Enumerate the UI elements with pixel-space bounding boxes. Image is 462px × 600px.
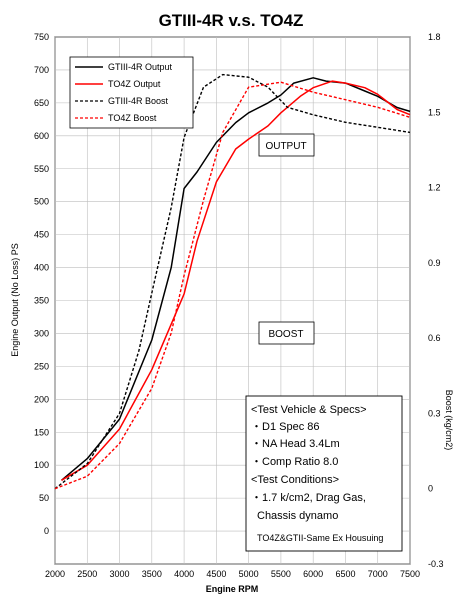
x-tick-label: 5000 (239, 569, 259, 579)
spec-line-2: ・NA Head 3.4Lm (251, 438, 340, 450)
legend-box (69, 56, 194, 129)
series-line-2 (54, 73, 411, 490)
y-right-tick-label: 1.2 (428, 183, 441, 193)
spec-line-3: ・Comp Ratio 8.0 (251, 456, 338, 468)
spec-line-4: <Test Conditions> (251, 474, 339, 486)
x-tick-label: 7000 (368, 569, 388, 579)
x-tick-label: 2500 (77, 569, 97, 579)
x-axis-ticks: 2000 2500 3000 3500 4000 4500 5000 5500 6000 6500… (45, 569, 420, 579)
x-tick-label: 4500 (206, 569, 226, 579)
y-tick-label: 50 (39, 493, 49, 503)
y-axis-ticks: 0 50 100 150 200 250 300 350 400 450 500 550 600 650 7… (34, 32, 49, 536)
boost-annotation-label: BOOST (268, 329, 303, 340)
x-tick-label: 2000 (45, 569, 65, 579)
spec-line-1: ・D1 Spec 86 (251, 421, 319, 433)
y-right-tick-label: 1.5 (428, 107, 441, 117)
spec-line-0: <Test Vehicle & Specs> (251, 404, 367, 416)
series-line-1 (61, 80, 411, 481)
y-axis-label: Engine Output (No Loss) PS (10, 243, 20, 357)
y-tick-label: 750 (34, 32, 49, 42)
legend-label-3: TO4Z Boost (108, 113, 157, 123)
output-annotation-label: OUTPUT (265, 141, 306, 152)
y-tick-label: 400 (34, 263, 49, 273)
y-right-tick-label: 0 (428, 484, 433, 494)
y-tick-label: 450 (34, 230, 49, 240)
x-tick-label: 6500 (335, 569, 355, 579)
y-right-axis-label: Boost (kg/cm2) (444, 390, 454, 451)
legend-label-1: TO4Z Output (108, 79, 161, 89)
chart-title: GTIII-4R v.s. TO4Z (159, 11, 304, 30)
x-axis-label: Engine RPM (206, 584, 259, 594)
spec-box: <Test Vehicle & Specs> ・D1 Spec 86 ・NA H… (245, 395, 403, 552)
legend-label-0: GTIII-4R Output (108, 62, 173, 72)
y-tick-label: 0 (44, 526, 49, 536)
y-tick-label: 300 (34, 328, 49, 338)
legend: GTIII-4R Output TO4Z Output GTIII-4R Boo… (69, 56, 194, 129)
y-tick-label: 350 (34, 296, 49, 306)
y-tick-label: 200 (34, 394, 49, 404)
spec-line-5: ・1.7 k/cm2, Drag Gas, (251, 492, 366, 504)
x-tick-label: 3500 (142, 569, 162, 579)
y-tick-label: 100 (34, 460, 49, 470)
y-tick-label: 250 (34, 361, 49, 371)
y-tick-label: 150 (34, 427, 49, 437)
series-lines (54, 73, 411, 490)
series-line-0 (61, 77, 411, 481)
x-tick-label: 3000 (110, 569, 130, 579)
y-right-tick-label: 0.9 (428, 258, 441, 268)
y-right-tick-label: 0.3 (428, 408, 441, 418)
y-right-axis-ticks: 1.8 1.5 1.2 0.9 0.6 0.3 0 -0.3 (428, 32, 444, 569)
y-right-tick-label: 0.6 (428, 333, 441, 343)
series-line-3 (54, 81, 411, 490)
output-annotation: OUTPUT (258, 133, 315, 157)
x-tick-label: 6000 (303, 569, 323, 579)
x-tick-label: 5500 (271, 569, 291, 579)
y-right-tick-label: 1.8 (428, 32, 441, 42)
x-tick-label: 4000 (174, 569, 194, 579)
legend-label-2: GTIII-4R Boost (108, 96, 169, 106)
boost-annotation: BOOST (258, 321, 315, 345)
y-tick-label: 650 (34, 98, 49, 108)
y-tick-label: 550 (34, 164, 49, 174)
spec-line-7: TO4Z&GTII-Same Ex Housuing (257, 533, 383, 543)
y-tick-label: 700 (34, 65, 49, 75)
y-right-tick-label: -0.3 (428, 559, 444, 569)
x-tick-label: 7500 (400, 569, 420, 579)
spec-line-6: Chassis dynamo (257, 510, 338, 522)
y-tick-label: 500 (34, 197, 49, 207)
y-tick-label: 600 (34, 131, 49, 141)
